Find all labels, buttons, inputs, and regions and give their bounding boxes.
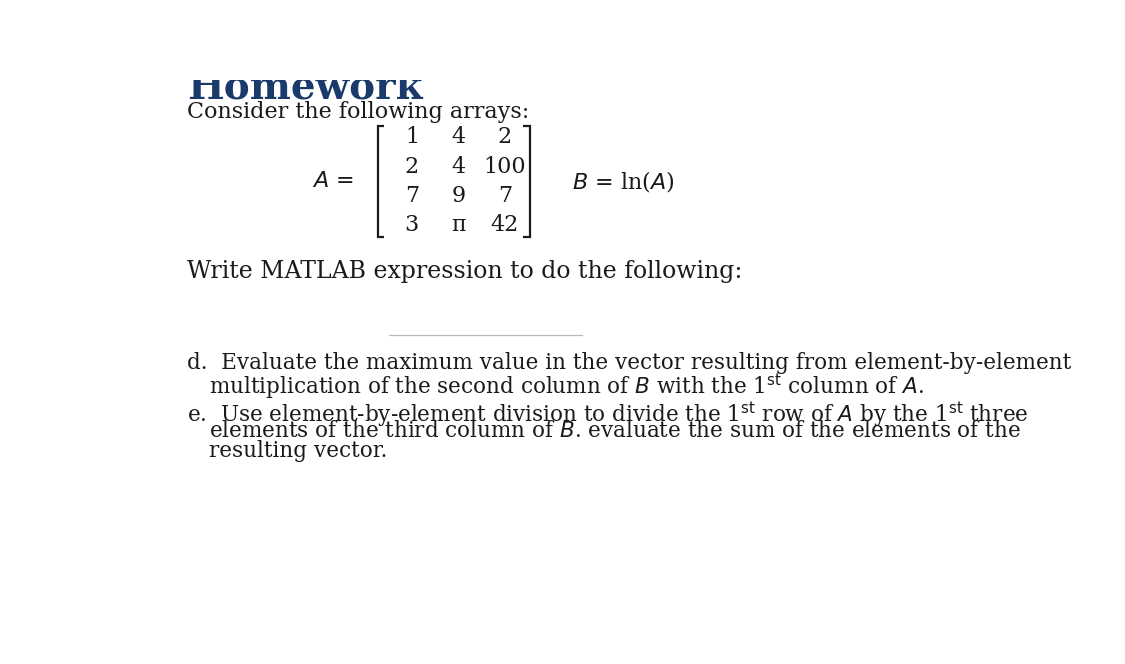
Text: 9: 9: [451, 185, 466, 207]
Text: 4: 4: [451, 155, 466, 178]
Text: resulting vector.: resulting vector.: [209, 440, 387, 462]
Text: 100: 100: [484, 155, 526, 178]
Text: 2: 2: [497, 126, 512, 149]
Text: multiplication of the second column of $\mathbf{\mathit{B}}$ with the 1$^{\rm st: multiplication of the second column of $…: [209, 373, 924, 402]
Text: $\mathbf{\mathit{B}}$ = ln($\mathbf{\mathit{A}}$): $\mathbf{\mathit{B}}$ = ln($\mathbf{\mat…: [573, 169, 675, 194]
Text: 42: 42: [490, 214, 519, 236]
Text: π: π: [451, 214, 466, 236]
Text: 2: 2: [405, 155, 418, 178]
Text: Write MATLAB expression to do the following:: Write MATLAB expression to do the follow…: [187, 260, 742, 283]
Text: d.  Evaluate the maximum value in the vector resulting from element-by-element: d. Evaluate the maximum value in the vec…: [187, 353, 1071, 374]
Text: Consider the following arrays:: Consider the following arrays:: [187, 101, 530, 124]
Text: 4: 4: [451, 126, 466, 149]
Text: elements of the third column of $\mathbf{\mathit{B}}$. evaluate the sum of the e: elements of the third column of $\mathbf…: [209, 420, 1020, 442]
Text: $\mathbf{\mathit{A}}$ =: $\mathbf{\mathit{A}}$ =: [312, 171, 353, 193]
Text: 7: 7: [405, 185, 418, 207]
Text: 1: 1: [405, 126, 418, 149]
Text: 3: 3: [405, 214, 418, 236]
Text: Homework: Homework: [187, 69, 423, 107]
Text: 7: 7: [497, 185, 512, 207]
Text: e.  Use element-by-element division to divide the 1$^{\rm st}$ row of $\mathbf{\: e. Use element-by-element division to di…: [187, 400, 1028, 430]
